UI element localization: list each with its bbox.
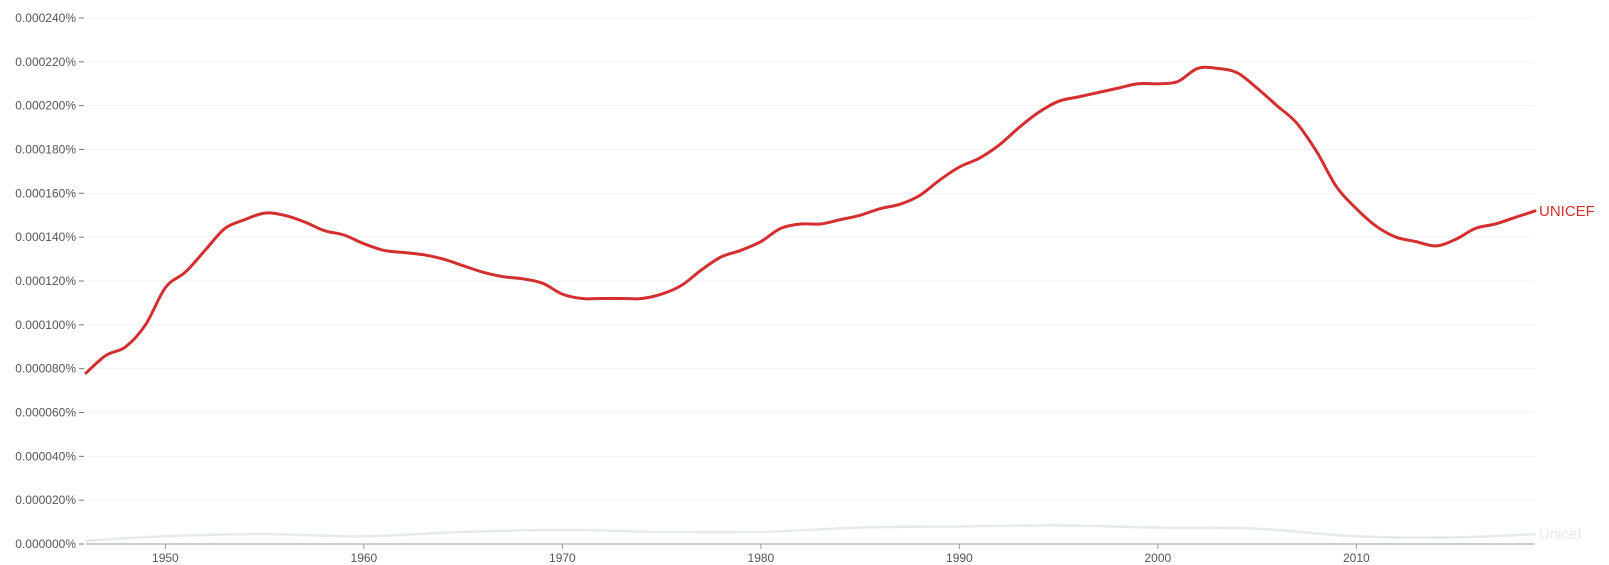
y-tick-label: 0.000140% (15, 230, 76, 244)
y-tick-label: 0.000240% (15, 11, 76, 25)
series-label-unicef[interactable]: UNICEF (1539, 203, 1595, 220)
y-tick-label: 0.000020% (15, 493, 76, 507)
y-tick-label: 0.000180% (15, 143, 76, 157)
y-tick-label: 0.000220% (15, 55, 76, 69)
y-tick-label: 0.000080% (15, 362, 76, 376)
y-tick-label: 0.000160% (15, 186, 76, 200)
y-tick-label: 0.000060% (15, 406, 76, 420)
y-tick-label: 0.000100% (15, 318, 76, 332)
y-tick-label: 0.000120% (15, 274, 76, 288)
series-line-unicef[interactable] (84, 65, 1537, 375)
y-tick-label: 0.000040% (15, 449, 76, 463)
y-tick-label: 0.000000% (15, 537, 76, 551)
y-axis: 0.000000% 0.000020% 0.000040% 0.000060% 0.00… (15, 11, 84, 551)
grid-lines (86, 17, 1535, 501)
series-lines (84, 65, 1537, 542)
x-tick-label: 1970 (549, 551, 576, 565)
x-tick-label: 1980 (748, 551, 775, 565)
x-tick-label: 1990 (946, 551, 973, 565)
x-tick-label: 1950 (152, 551, 179, 565)
series-label-unicef[interactable]: Unicef (1539, 526, 1582, 543)
y-tick-label: 0.000200% (15, 99, 76, 113)
x-tick-label: 1960 (351, 551, 378, 565)
series-labels: Unicef UNICEF (1539, 203, 1595, 543)
series-line-unicef[interactable] (84, 524, 1537, 542)
x-tick-label: 2000 (1145, 551, 1172, 565)
x-tick-label: 2010 (1343, 551, 1370, 565)
x-axis: 1950 1960 1970 1980 1990 2000 2010 (86, 543, 1535, 565)
